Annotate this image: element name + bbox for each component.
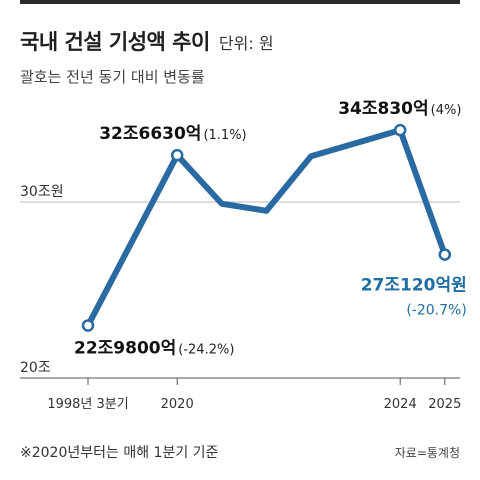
title-row: 국내 건설 기성액 추이 단위: 원 <box>20 26 274 56</box>
data-point-marker <box>438 248 452 261</box>
x-tick-label: 2024 <box>384 397 417 412</box>
chart-subtitle: 괄호는 전년 동기 대비 변동률 <box>20 68 205 86</box>
x-tick-label: 1998년 3분기 <box>47 397 128 412</box>
x-tick-label: 2020 <box>161 397 194 412</box>
x-tick-label: 2025 <box>428 397 461 412</box>
footnote: ※2020년부터는 매해 1분기 기준 <box>20 445 219 461</box>
change-label: (-20.7%) <box>406 303 466 319</box>
source-label: 자료=통계청 <box>394 446 460 460</box>
data-label: 27조120억원 <box>361 276 467 296</box>
y-tick-label: 20조 <box>20 360 51 376</box>
data-point-marker <box>393 123 407 137</box>
y-tick-label: 30조원 <box>20 184 64 200</box>
data-point-marker <box>81 319 95 332</box>
unit-label: 단위: 원 <box>218 34 274 53</box>
series-line <box>85 127 448 329</box>
data-label: 32조6630억 (1.1%) <box>99 124 246 144</box>
chart-title: 국내 건설 기성액 추이 <box>20 30 210 54</box>
data-label: 22조9800억 (-24.2%) <box>74 339 234 359</box>
data-point-marker <box>170 148 184 162</box>
top-rule <box>20 0 460 4</box>
data-label: 34조830억 (4%) <box>338 99 461 119</box>
